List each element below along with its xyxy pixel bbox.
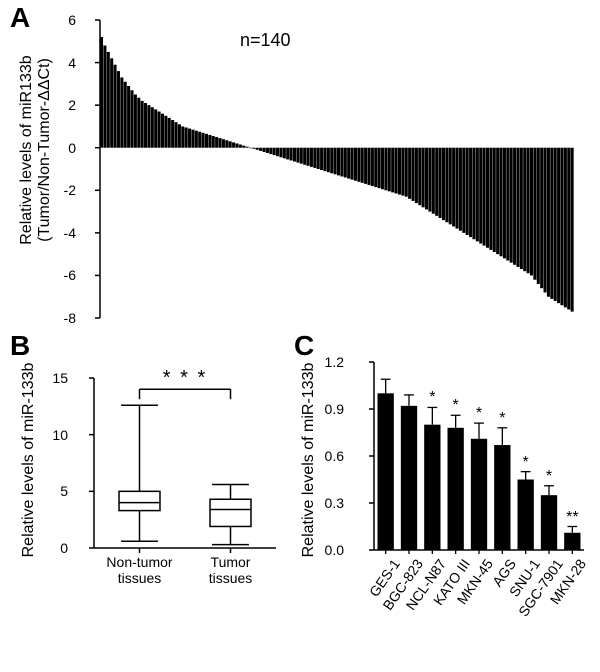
panel-a-ytick: 6 — [50, 12, 76, 28]
panel-b-xtick: tissues — [92, 570, 188, 586]
panel-a-ytick: 0 — [50, 140, 76, 156]
panel-a-ytick: -8 — [50, 310, 76, 326]
panel-c-significance: * — [537, 468, 561, 486]
panel-b-y-axis-label: Relative levels of miR-133b — [20, 340, 38, 580]
panel-a-ytick: 2 — [50, 97, 76, 113]
panel-c-significance: * — [444, 397, 468, 415]
panel-a-y-axis-label: Relative levels of miR133b (Tumor/Non-Tu… — [18, 0, 54, 300]
panel-c-ytick: 0.3 — [320, 495, 344, 511]
panel-b-xtick: tissues — [183, 570, 279, 586]
panel-b-ytick: 15 — [46, 370, 68, 386]
panel-b-xtick: Tumor — [183, 554, 279, 570]
panel-b-significance: * * * — [145, 367, 225, 390]
panel-b-ytick: 5 — [46, 483, 68, 499]
panel-a-chart — [80, 14, 580, 324]
panel-c-ytick: 0.6 — [320, 448, 344, 464]
panel-a-ytick: 4 — [50, 55, 76, 71]
panel-c-significance: * — [420, 389, 444, 407]
panel-c-ytick: 0.9 — [320, 401, 344, 417]
panel-a-ytick: -6 — [50, 267, 76, 283]
panel-b-xtick: Non-tumor — [92, 554, 188, 570]
panel-b-ytick: 0 — [46, 540, 68, 556]
panel-c-significance: ** — [560, 509, 584, 527]
panel-c-significance: * — [490, 410, 514, 428]
panel-a-ytick: -4 — [50, 225, 76, 241]
panel-c-significance: * — [514, 454, 538, 472]
panel-c-y-axis-label: Relative levels of miR-133b — [300, 340, 318, 580]
panel-a-title: n=140 — [240, 30, 291, 51]
panel-c-ytick: 0.0 — [320, 542, 344, 558]
panel-b-ytick: 10 — [46, 427, 68, 443]
panel-a-ytick: -2 — [50, 182, 76, 198]
panel-c-significance: * — [467, 405, 491, 423]
panel-c-ytick: 1.2 — [320, 354, 344, 370]
